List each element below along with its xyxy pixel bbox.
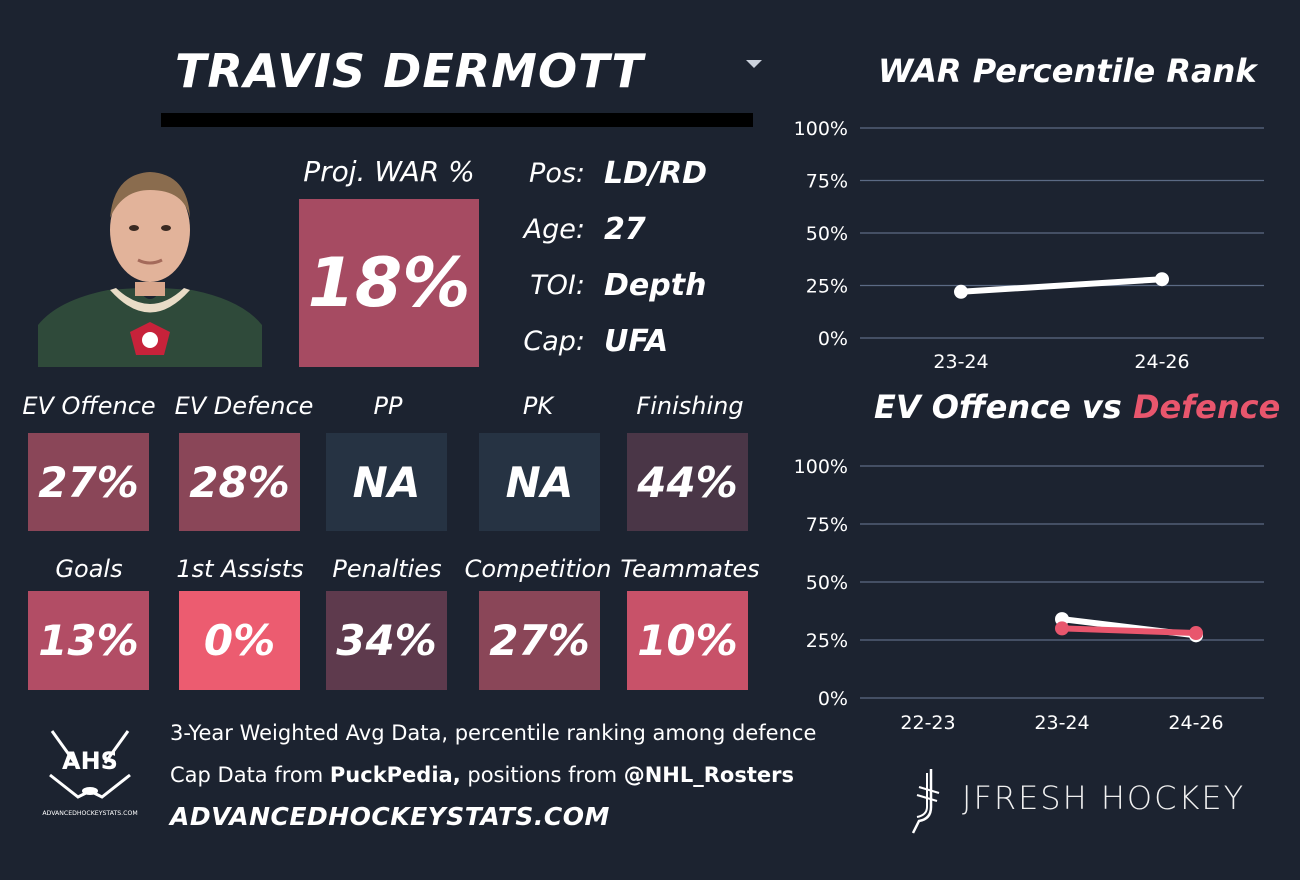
tile-ev-defence: 28% xyxy=(179,433,300,531)
age-label: Age: xyxy=(523,213,585,245)
tile-label-goals: Goals xyxy=(55,555,123,583)
puckpedia-link[interactable]: PuckPedia, xyxy=(329,763,461,787)
player-select-dropdown-icon[interactable] xyxy=(746,60,762,68)
cap-value: UFA xyxy=(604,323,669,359)
tile-competition: 27% xyxy=(479,591,600,690)
tile-teammates: 10% xyxy=(627,591,748,690)
site-url-link[interactable]: ADVANCEDHOCKEYSTATS.COM xyxy=(170,802,610,831)
y-tick-label: 100% xyxy=(794,118,848,140)
footer-line-1: 3-Year Weighted Avg Data, percentile ran… xyxy=(170,721,817,745)
jfresh-logo-icon xyxy=(905,767,945,837)
tile-label-competition: Competition xyxy=(464,555,612,583)
tile-1st-assists: 0% xyxy=(179,591,300,690)
tile-goals: 13% xyxy=(28,591,149,690)
chart2-title-part2: Defence xyxy=(1132,388,1281,426)
tile-label-pp: PP xyxy=(373,392,403,420)
ahs-logo-text: AHS xyxy=(62,747,118,775)
chart2-title-part1: EV Offence vs xyxy=(874,388,1133,426)
data-point xyxy=(1055,621,1069,636)
y-tick-label: 0% xyxy=(818,328,848,350)
y-tick-label: 50% xyxy=(806,572,848,594)
data-point xyxy=(1189,626,1203,641)
tile-label-ev-defence: EV Defence xyxy=(174,392,314,420)
pos-label: Pos: xyxy=(529,157,585,189)
x-tick-label: 24-26 xyxy=(1134,351,1189,373)
x-tick-label: 22-23 xyxy=(900,712,955,734)
info-pos: Pos: LD/RD xyxy=(520,153,800,193)
chart2-title: EV Offence vs Defence xyxy=(874,388,1280,426)
y-tick-label: 0% xyxy=(818,688,848,710)
tile-label-finishing: Finishing xyxy=(636,392,744,420)
footer-cap-prefix: Cap Data from xyxy=(170,763,330,787)
proj-war-value: 18% xyxy=(299,199,479,367)
tile-label-penalties: Penalties xyxy=(332,555,442,583)
info-toi: TOI: Depth xyxy=(520,265,800,305)
data-point xyxy=(954,284,968,299)
x-tick-label: 23-24 xyxy=(933,351,988,373)
y-tick-label: 25% xyxy=(806,630,848,652)
info-age: Age: 27 xyxy=(520,209,800,249)
footer-positions-text: positions from xyxy=(460,763,624,787)
tile-label-ev-offence: EV Offence xyxy=(22,392,156,420)
player-photo xyxy=(38,160,262,367)
tile-label-1st-assists: 1st Assists xyxy=(176,555,304,583)
ahs-logo-subtext: ADVANCEDHOCKEYSTATS.COM xyxy=(42,810,137,817)
player-name: TRAVIS DERMOTT xyxy=(175,44,644,98)
series-line-0 xyxy=(958,276,1165,295)
chart1-title: WAR Percentile Rank xyxy=(878,52,1257,90)
y-tick-label: 100% xyxy=(794,456,848,478)
toi-value: Depth xyxy=(604,267,707,303)
footer-line-2: Cap Data from PuckPedia, positions from … xyxy=(170,763,794,787)
ahs-logo: AHS ADVANCEDHOCKEYSTATS.COM xyxy=(40,725,140,820)
y-tick-label: 75% xyxy=(806,171,848,193)
info-cap: Cap: UFA xyxy=(520,321,800,361)
x-tick-label: 23-24 xyxy=(1034,712,1089,734)
y-tick-label: 50% xyxy=(806,223,848,245)
tile-finishing: 44% xyxy=(627,433,748,531)
x-tick-label: 24-26 xyxy=(1168,712,1223,734)
series-line-1 xyxy=(1059,625,1199,637)
cap-label: Cap: xyxy=(523,325,585,357)
nhl-rosters-link[interactable]: @NHL_Rosters xyxy=(623,763,794,787)
y-tick-label: 75% xyxy=(806,514,848,536)
age-value: 27 xyxy=(604,211,646,247)
tile-ev-offence: 27% xyxy=(28,433,149,531)
name-underline-bar xyxy=(161,113,753,127)
chart2-ev-offence-vs-defence: 100% 75% 50% 25% 0% 22-23 23-24 24-26 xyxy=(794,456,1264,734)
proj-war-label: Proj. WAR % xyxy=(303,155,475,188)
toi-label: TOI: xyxy=(530,269,585,301)
tile-label-pk: PK xyxy=(522,392,554,420)
data-point xyxy=(1155,272,1169,287)
tile-pp: NA xyxy=(326,433,447,531)
y-tick-label: 25% xyxy=(806,276,848,298)
jfresh-brand-text: JFRESH HOCKEY xyxy=(962,779,1246,817)
tile-penalties: 34% xyxy=(326,591,447,690)
pos-value: LD/RD xyxy=(604,155,707,191)
tile-pk: NA xyxy=(479,433,600,531)
chart1-war-percentile: 100% 75% 50% 25% 0% 23-24 24-26 xyxy=(794,118,1264,373)
tile-label-teammates: Teammates xyxy=(620,555,760,583)
